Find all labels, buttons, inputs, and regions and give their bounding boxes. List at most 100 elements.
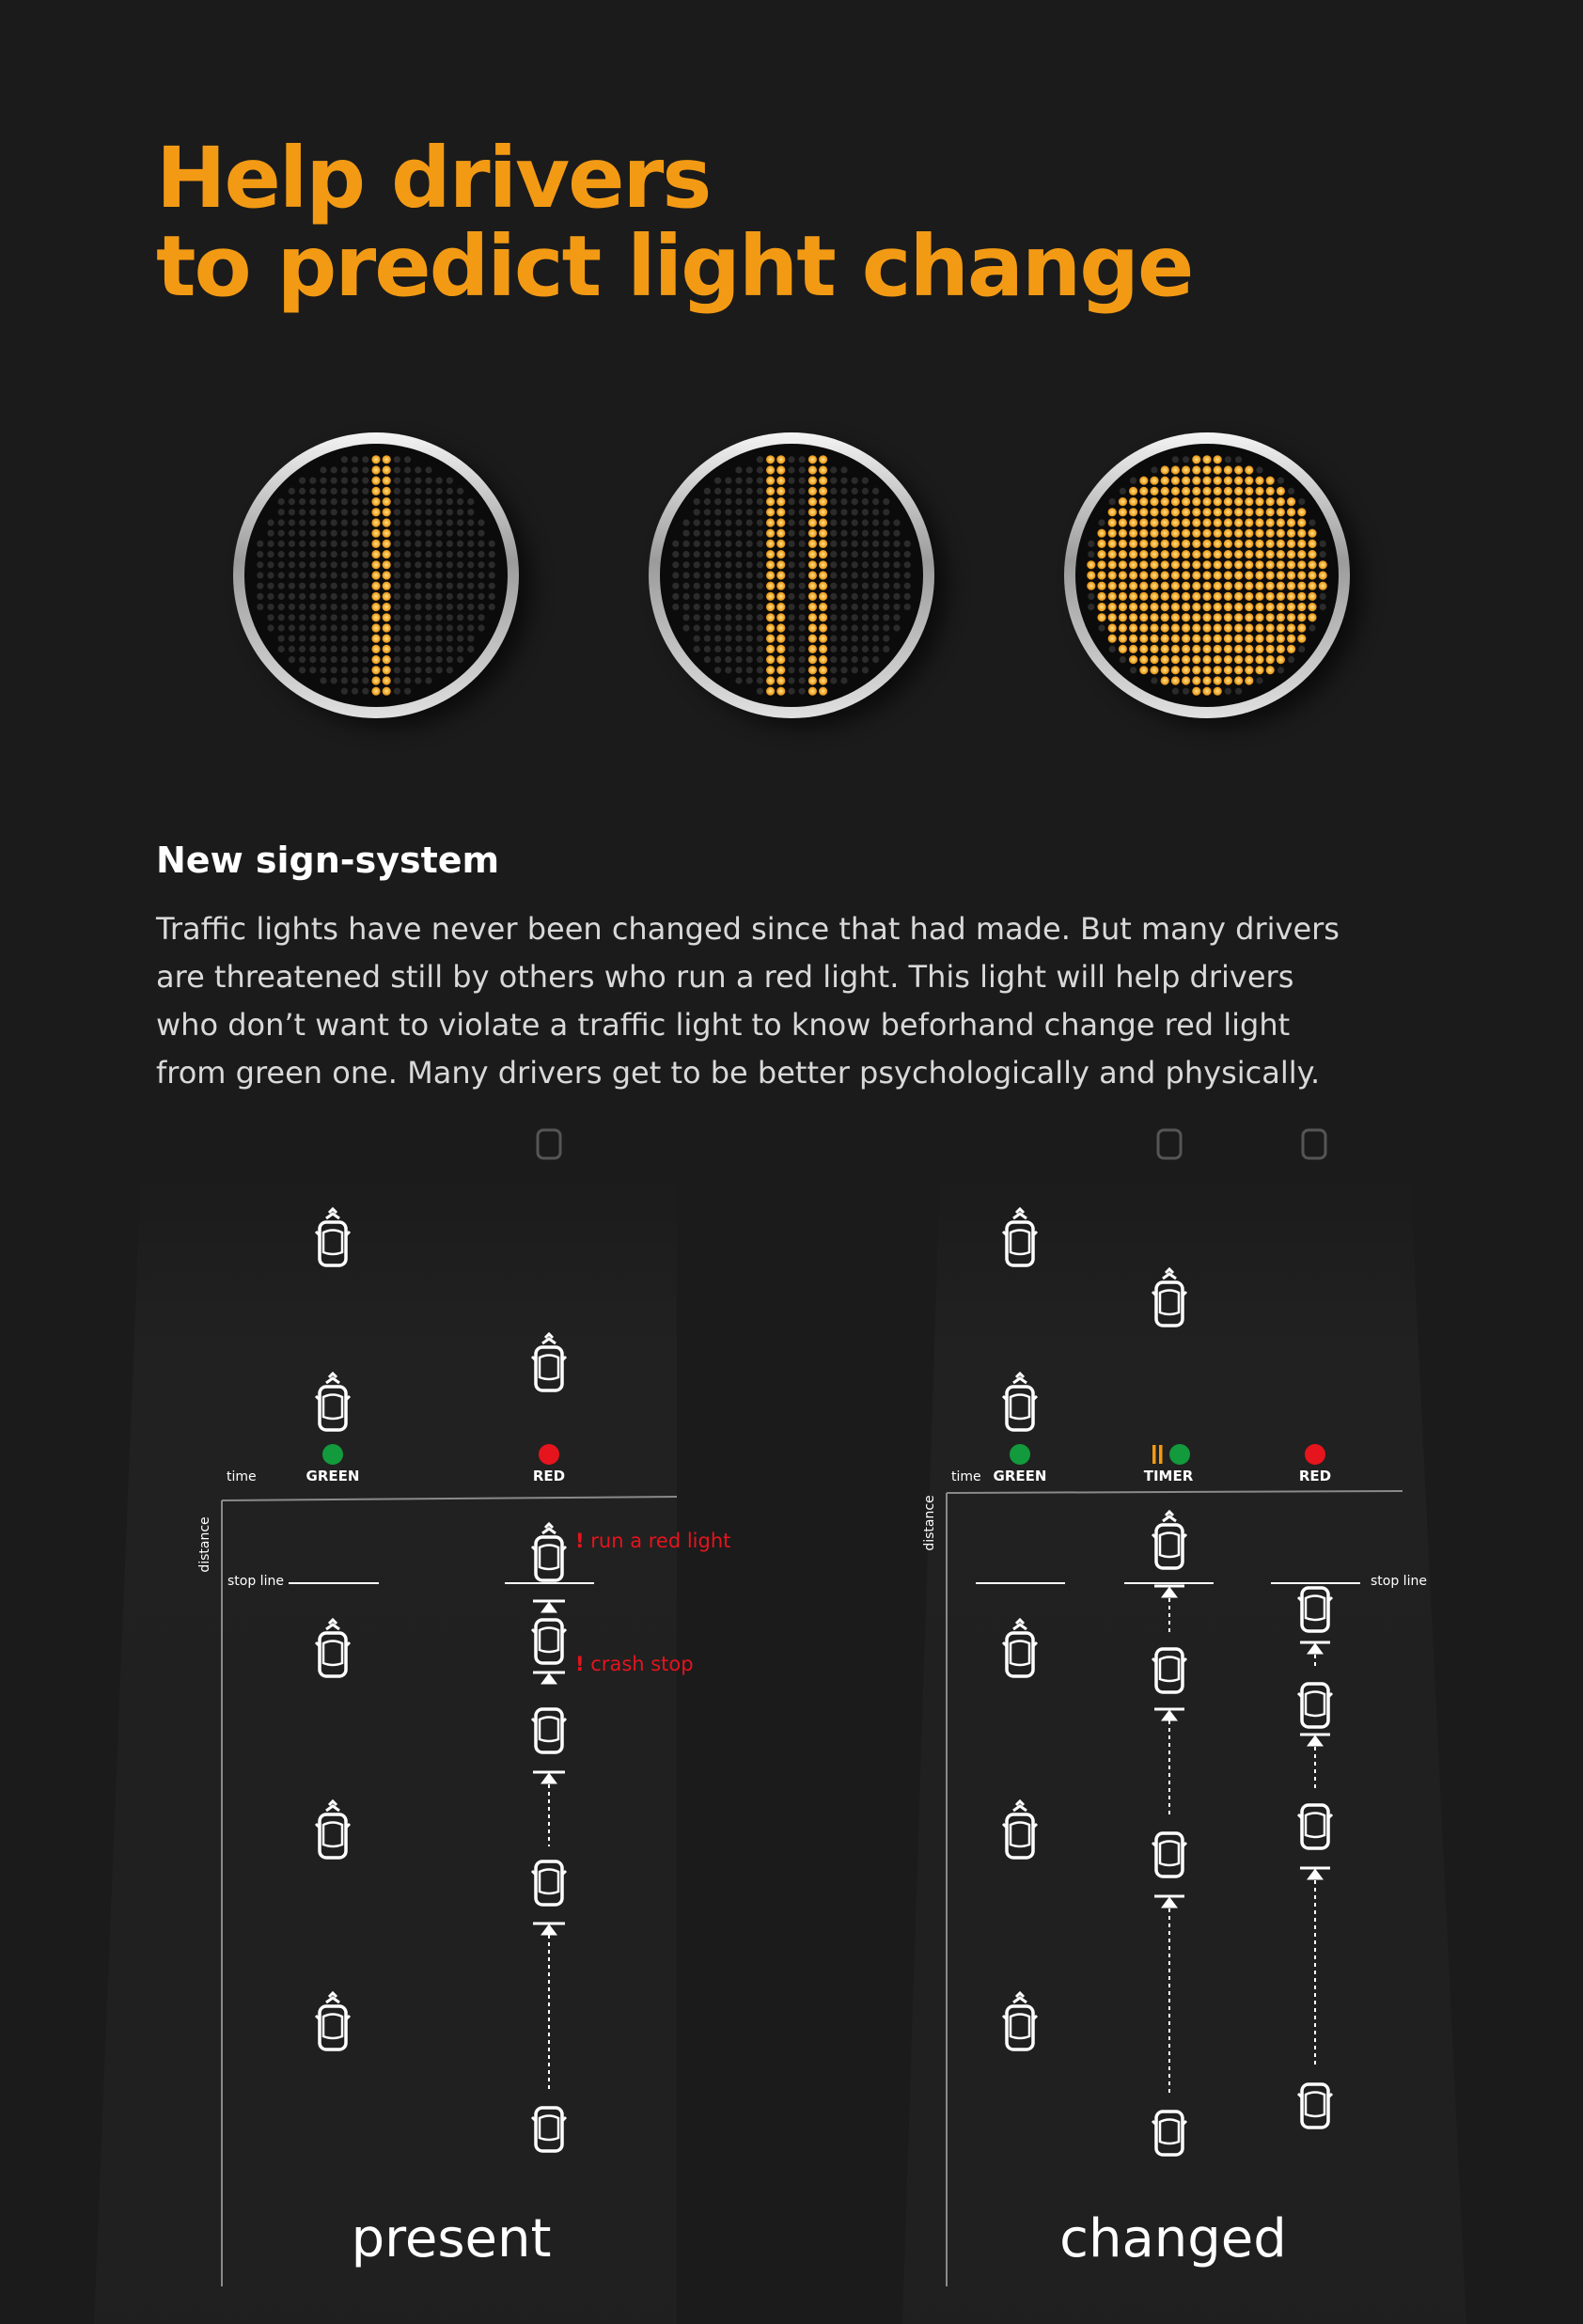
led-on — [371, 603, 381, 612]
led-off — [277, 614, 285, 621]
time-label: time — [227, 1469, 257, 1484]
led-on — [1107, 634, 1117, 643]
led-on — [776, 571, 786, 580]
led-on — [1202, 476, 1212, 485]
led-off — [714, 509, 722, 516]
led-off — [1098, 519, 1105, 526]
led-off — [840, 624, 848, 632]
led-on — [1287, 613, 1296, 622]
led-off — [725, 509, 732, 516]
led-on — [1160, 655, 1169, 665]
led-off — [830, 667, 838, 674]
led-off — [330, 592, 337, 601]
led-off — [488, 551, 495, 558]
led-on — [1129, 613, 1138, 622]
led-off — [861, 635, 870, 642]
led-on — [1087, 571, 1096, 580]
led-off — [277, 519, 285, 526]
led-off — [277, 498, 285, 506]
led-off — [478, 614, 485, 621]
led-off — [352, 677, 359, 684]
led-off — [788, 604, 795, 611]
led-on — [1276, 655, 1285, 665]
led-on — [1308, 550, 1317, 559]
led-off — [1130, 667, 1137, 674]
led-off — [478, 582, 485, 589]
title-line-2: to predict light change — [156, 217, 1194, 315]
led-off — [299, 667, 306, 674]
led-off — [277, 645, 285, 653]
led-off — [703, 582, 712, 589]
led-off — [362, 614, 369, 621]
led-on — [1150, 497, 1159, 507]
led-off — [330, 519, 337, 526]
led-off — [330, 529, 337, 537]
led-off — [362, 656, 369, 664]
led-off — [257, 551, 264, 558]
led-off — [404, 614, 412, 621]
led-off — [861, 477, 870, 484]
led-on — [1245, 676, 1254, 685]
led-on — [1097, 560, 1106, 570]
led-off — [340, 466, 348, 474]
led-off — [257, 572, 264, 579]
led-on — [1234, 486, 1244, 496]
led-off — [425, 614, 432, 621]
led-off — [745, 635, 753, 642]
led-off — [352, 498, 359, 506]
led-off — [320, 614, 327, 621]
led-off — [277, 561, 285, 569]
led-on — [776, 539, 786, 549]
led-off — [362, 604, 369, 611]
led-off — [672, 561, 680, 569]
led-off — [320, 551, 327, 558]
led-off — [309, 635, 317, 642]
present-caption: present — [352, 2208, 552, 2269]
led-off — [798, 614, 806, 621]
led-off — [735, 572, 743, 579]
led-off — [446, 645, 453, 653]
led-off — [309, 551, 317, 558]
led-off — [288, 582, 295, 589]
led-on — [1202, 518, 1212, 527]
led-on — [371, 560, 381, 570]
led-on — [1234, 603, 1244, 612]
car-icon — [314, 1372, 352, 1432]
led-on — [1097, 539, 1106, 549]
led-off — [840, 466, 848, 474]
braking-markers — [1154, 1584, 1184, 1908]
led-off — [735, 667, 743, 674]
led-on — [1150, 476, 1159, 485]
led-on — [1202, 676, 1212, 685]
led-off — [330, 677, 337, 684]
led-off — [425, 519, 432, 526]
led-on — [1192, 666, 1201, 675]
led-off — [745, 604, 753, 611]
led-off — [725, 592, 732, 601]
led-off — [830, 604, 838, 611]
led-off — [745, 509, 753, 516]
led-on — [1182, 676, 1191, 685]
led-on — [1297, 550, 1307, 559]
led-on — [1118, 623, 1127, 633]
led-off — [425, 509, 432, 516]
led-off — [425, 561, 432, 569]
led-on — [1245, 655, 1254, 665]
led-off — [415, 487, 422, 495]
led-off — [861, 509, 870, 516]
led-off — [745, 667, 753, 674]
led-off — [467, 624, 475, 632]
led-on — [807, 528, 818, 538]
led-off — [288, 529, 295, 537]
led-off — [1319, 604, 1326, 611]
led-on — [1129, 486, 1138, 496]
led-off — [267, 561, 274, 569]
led-off — [362, 456, 369, 463]
led-on — [382, 676, 391, 685]
led-on — [807, 591, 818, 602]
led-off — [893, 529, 901, 537]
led-off — [745, 645, 753, 653]
led-off — [682, 551, 690, 558]
led-off — [861, 529, 870, 537]
car-icon — [1296, 1682, 1334, 1729]
